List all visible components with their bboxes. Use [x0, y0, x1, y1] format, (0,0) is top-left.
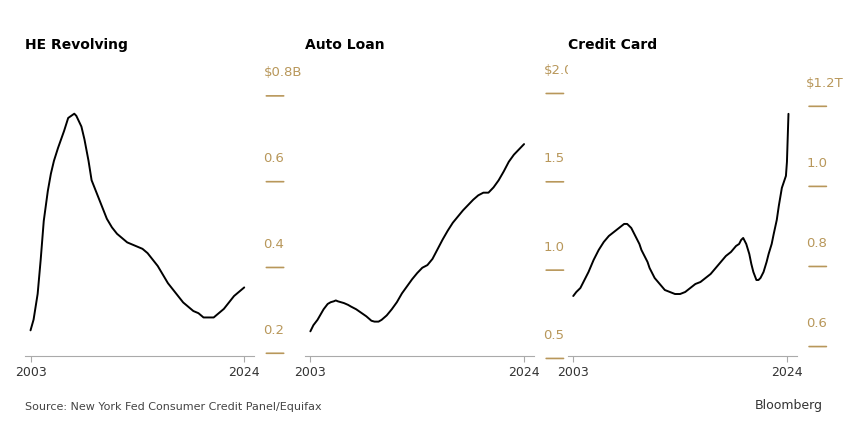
Text: Credit Card: Credit Card — [568, 38, 657, 52]
Text: $1.2T: $1.2T — [806, 77, 844, 90]
Text: 0.6: 0.6 — [806, 317, 827, 330]
Text: 0.8: 0.8 — [806, 237, 827, 250]
Text: Auto Loan: Auto Loan — [305, 38, 385, 52]
Text: 0.4: 0.4 — [264, 238, 284, 251]
Text: 1.0: 1.0 — [544, 241, 565, 254]
Text: 1.5: 1.5 — [544, 152, 565, 165]
Text: 0.5: 0.5 — [544, 329, 565, 342]
Text: HE Revolving: HE Revolving — [25, 38, 128, 52]
Text: 0.6: 0.6 — [264, 152, 284, 165]
Text: Source: New York Fed Consumer Credit Panel/Equifax: Source: New York Fed Consumer Credit Pan… — [25, 402, 322, 412]
Text: $2.0T: $2.0T — [544, 64, 581, 77]
Text: 1.0: 1.0 — [806, 157, 828, 170]
Text: 0.2: 0.2 — [264, 324, 285, 337]
Text: Bloomberg: Bloomberg — [755, 399, 823, 412]
Text: $0.8B: $0.8B — [264, 66, 302, 79]
